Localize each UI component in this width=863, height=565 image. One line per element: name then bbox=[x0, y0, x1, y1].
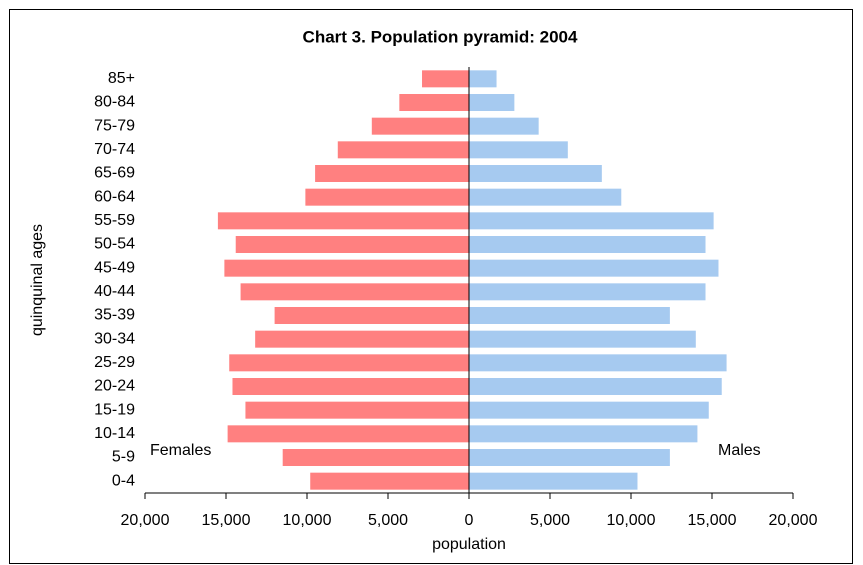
x-tick-label: 5,000 bbox=[530, 512, 570, 529]
legend-label-background bbox=[148, 441, 214, 461]
bar bbox=[274, 307, 469, 324]
bar bbox=[399, 94, 469, 111]
y-tick-label: 20-24 bbox=[94, 378, 135, 395]
bar bbox=[305, 188, 469, 206]
legend-label: Males bbox=[718, 442, 761, 459]
bar bbox=[310, 472, 469, 490]
y-axis-label: quinquinal ages bbox=[29, 224, 46, 336]
bar bbox=[469, 449, 670, 466]
legend-label: Females bbox=[150, 442, 211, 459]
bar bbox=[469, 165, 602, 182]
bar bbox=[282, 449, 469, 466]
y-tick-label: 55-59 bbox=[94, 212, 135, 229]
x-tick-label: 20,000 bbox=[121, 512, 170, 529]
bar bbox=[469, 188, 622, 206]
bar bbox=[315, 165, 469, 182]
y-tick-label: 30-34 bbox=[94, 330, 135, 347]
y-tick-label: 40-44 bbox=[94, 283, 135, 300]
bar bbox=[469, 70, 497, 88]
bar bbox=[469, 307, 670, 324]
bar bbox=[469, 283, 706, 301]
bar bbox=[371, 117, 469, 135]
bar bbox=[469, 259, 719, 277]
x-tick-label: 10,000 bbox=[607, 512, 656, 529]
x-tick-label: 15,000 bbox=[202, 512, 251, 529]
x-axis-label: population bbox=[432, 536, 506, 553]
bar bbox=[235, 236, 469, 253]
y-tick-label: 10-14 bbox=[94, 425, 135, 442]
y-tick-label: 5-9 bbox=[112, 449, 135, 466]
bar bbox=[337, 141, 469, 159]
y-tick-label: 60-64 bbox=[94, 188, 135, 205]
bar bbox=[229, 354, 469, 372]
y-tick-label: 85+ bbox=[108, 70, 135, 87]
y-tick-label: 45-49 bbox=[94, 259, 135, 276]
bar bbox=[469, 330, 696, 348]
bar bbox=[224, 259, 469, 277]
x-tick-label: 15,000 bbox=[688, 512, 737, 529]
x-tick-label: 20,000 bbox=[769, 512, 818, 529]
bar bbox=[232, 378, 469, 395]
bar bbox=[422, 70, 469, 88]
x-tick-label: 5,000 bbox=[368, 512, 408, 529]
y-tick-label: 75-79 bbox=[94, 117, 135, 134]
y-tick-label: 0-4 bbox=[112, 472, 135, 489]
y-tick-label: 35-39 bbox=[94, 307, 135, 324]
y-tick-label: 25-29 bbox=[94, 354, 135, 371]
x-tick-label: 0 bbox=[465, 512, 474, 529]
bar bbox=[469, 425, 698, 443]
bar bbox=[469, 94, 515, 111]
y-tick-label: 80-84 bbox=[94, 94, 135, 111]
y-tick-label: 70-74 bbox=[94, 141, 135, 158]
bar bbox=[217, 212, 469, 230]
bar bbox=[469, 354, 727, 372]
chart-title: Chart 3. Population pyramid: 2004 bbox=[303, 27, 578, 46]
bar bbox=[469, 212, 714, 230]
bar bbox=[469, 141, 568, 159]
y-tick-label: 50-54 bbox=[94, 236, 135, 253]
y-tick-label: 65-69 bbox=[94, 165, 135, 182]
x-tick-label: 10,000 bbox=[283, 512, 332, 529]
bar bbox=[469, 472, 638, 490]
y-tick-label: 15-19 bbox=[94, 401, 135, 418]
bar bbox=[227, 425, 469, 443]
bar bbox=[255, 330, 469, 348]
bar bbox=[469, 378, 722, 395]
bar bbox=[469, 236, 706, 253]
bar bbox=[469, 401, 709, 419]
bar bbox=[240, 283, 469, 301]
bar bbox=[469, 117, 539, 135]
bar bbox=[245, 401, 469, 419]
